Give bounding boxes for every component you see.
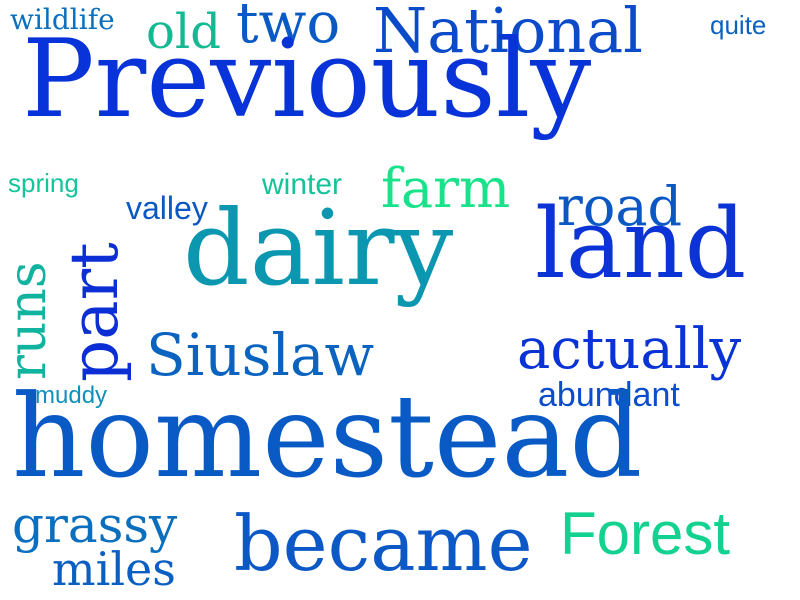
word-runs: runs [0, 261, 58, 380]
word-abundant: abundant [538, 376, 680, 414]
word-siuslaw: Siuslaw [146, 321, 375, 389]
word-muddy: muddy [35, 382, 108, 409]
word-miles: miles [52, 542, 176, 596]
word-actually: actually [517, 317, 742, 382]
word-land: land [535, 188, 747, 300]
word-wildlife: wildlife [10, 3, 115, 36]
word-grassy: grassy [12, 496, 178, 554]
word-two: two [236, 0, 341, 56]
word-forest: Forest [560, 500, 731, 567]
word-old: old [146, 4, 221, 60]
word-previously: Previously [22, 17, 592, 142]
word-spring: spring [8, 168, 79, 198]
word-dairy: dairy [183, 187, 454, 309]
word-national: National [373, 0, 644, 67]
word-farm: farm [381, 157, 511, 220]
word-valley: valley [126, 190, 208, 226]
word-quite: quite [710, 10, 767, 40]
word-road: road [557, 175, 683, 238]
word-winter: winter [262, 168, 343, 201]
word-homestead: homestead [12, 370, 643, 503]
word-part: part [56, 242, 133, 382]
word-became: became [234, 499, 533, 588]
